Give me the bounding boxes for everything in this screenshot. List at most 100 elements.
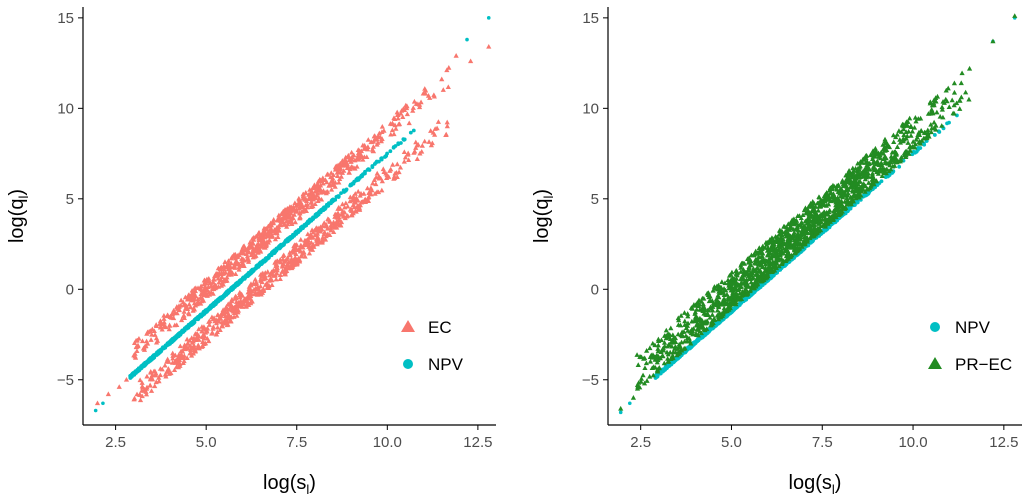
ec-point xyxy=(162,371,169,377)
pr-ec-point xyxy=(743,269,749,275)
npv-point xyxy=(733,305,738,310)
ec-point xyxy=(237,294,243,300)
npv-point xyxy=(913,150,917,155)
pr-ec-point xyxy=(746,257,753,263)
ec-point xyxy=(261,234,268,240)
ec-point xyxy=(333,164,340,170)
ec-point xyxy=(276,224,282,230)
ec-point xyxy=(379,178,385,184)
pr-ec-point xyxy=(939,123,945,128)
ec-point xyxy=(365,144,371,149)
pr-ec-point xyxy=(794,248,800,254)
ec-point xyxy=(317,176,323,182)
pr-ec-point xyxy=(666,334,672,340)
pr-ec-point xyxy=(858,171,864,176)
pr-ec-point xyxy=(685,328,691,333)
pr-ec-point xyxy=(874,151,880,157)
pr-ec-point xyxy=(774,234,780,240)
pr-ec-point xyxy=(823,203,830,208)
ec-point xyxy=(213,331,219,337)
ec-point xyxy=(310,196,317,202)
pr-ec-point xyxy=(634,385,641,391)
pr-ec-point xyxy=(903,119,910,125)
ec-point xyxy=(410,108,416,113)
pr-ec-point xyxy=(927,99,933,104)
ec-point xyxy=(389,127,396,133)
pr-ec-point xyxy=(912,141,919,147)
pr-ec-point xyxy=(821,196,828,201)
pr-ec-point xyxy=(737,284,743,290)
pr-ec-point xyxy=(730,280,736,286)
pr-ec-point xyxy=(898,129,904,134)
pr-ec-point xyxy=(949,97,955,103)
ec-point xyxy=(328,186,335,192)
y-axis-title: log(ql) xyxy=(531,189,556,243)
npv-point xyxy=(335,194,340,199)
pr-ec-point xyxy=(746,265,752,271)
ec-point xyxy=(181,302,187,307)
pr-ec-point xyxy=(881,145,887,150)
ec-point xyxy=(219,274,225,280)
pr-ec-point xyxy=(721,292,727,298)
npv-point xyxy=(383,154,388,159)
ec-point xyxy=(353,208,359,214)
x-tick-label: 12.5 xyxy=(989,434,1018,451)
ec-point xyxy=(137,377,143,383)
pr-ec-point xyxy=(742,285,749,291)
ec-point xyxy=(425,93,432,98)
ec-point xyxy=(213,272,219,278)
ec-point xyxy=(444,123,450,129)
pr-ec-point xyxy=(845,177,851,183)
ec-point xyxy=(203,291,209,296)
npv-point xyxy=(183,326,188,331)
pr-ec-point xyxy=(850,189,856,194)
pr-ec-point xyxy=(667,332,673,337)
npv-point xyxy=(320,207,325,212)
pr-ec-point xyxy=(663,327,669,333)
ec-point xyxy=(216,270,222,276)
ec-point xyxy=(245,248,251,253)
ec-point xyxy=(417,150,423,156)
pr-ec-point xyxy=(776,241,782,246)
pr-ec-point xyxy=(774,255,780,260)
ec-point xyxy=(201,280,208,286)
pr-ec-point xyxy=(660,353,666,359)
pr-ec-point xyxy=(808,218,814,224)
pr-ec-point xyxy=(857,191,863,197)
ec-point xyxy=(303,190,309,195)
pr-ec-point xyxy=(668,325,674,331)
pr-ec-point xyxy=(926,133,932,139)
ec-point xyxy=(308,246,314,252)
ec-point xyxy=(321,231,327,237)
ec-point xyxy=(384,172,390,178)
ec-point xyxy=(309,235,315,240)
ec-point xyxy=(396,169,402,175)
pr-ec-point xyxy=(859,159,865,165)
x-tick-label: 7.5 xyxy=(812,434,833,451)
pr-ec-point xyxy=(642,365,648,371)
ec-point xyxy=(220,310,226,315)
ec-point xyxy=(191,335,197,341)
ec-point xyxy=(279,264,286,269)
ec-point xyxy=(370,180,376,186)
npv-point xyxy=(411,128,416,133)
npv-point xyxy=(199,314,204,319)
ec-point xyxy=(401,149,407,155)
ec-point xyxy=(287,208,293,214)
ec-point xyxy=(340,213,347,219)
ec-point xyxy=(373,181,379,187)
npv-point xyxy=(288,235,293,240)
pr-ec-point xyxy=(833,202,839,208)
ec-point xyxy=(379,129,385,134)
y-tick-label: 15 xyxy=(582,10,599,27)
pr-ec-point xyxy=(805,230,811,236)
pr-ec-point xyxy=(805,208,811,214)
ec-point xyxy=(131,340,138,345)
ec-point xyxy=(170,355,176,361)
pr-ec-point xyxy=(745,259,752,265)
ec-point xyxy=(266,228,273,233)
ec-point xyxy=(371,133,377,139)
pr-ec-point xyxy=(672,335,678,341)
pr-ec-point xyxy=(707,314,713,320)
pr-ec-point xyxy=(670,355,676,361)
